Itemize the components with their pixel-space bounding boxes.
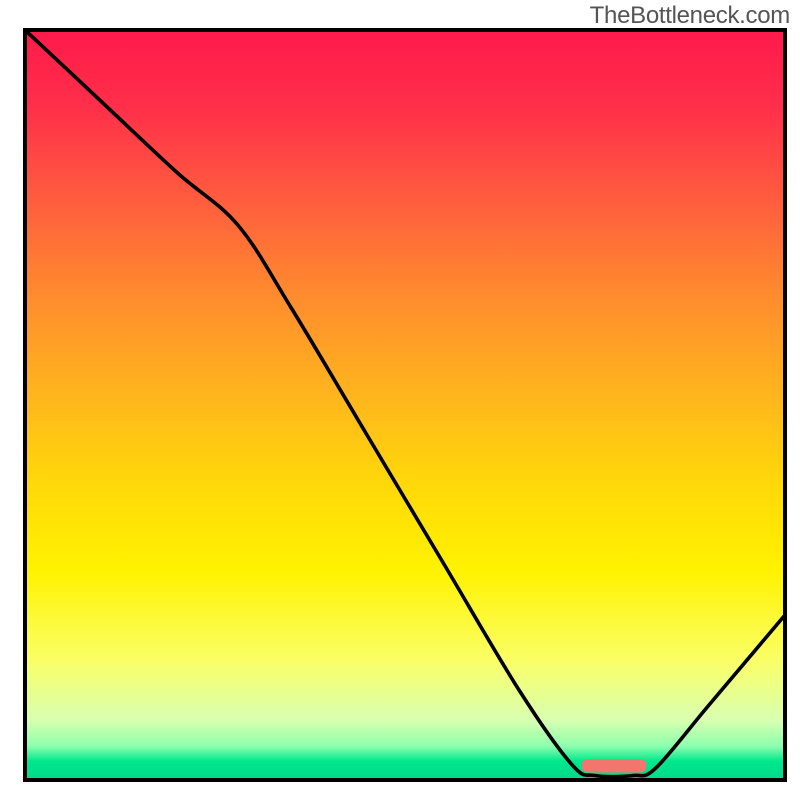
bottleneck-chart <box>0 0 800 800</box>
watermark-text: TheBottleneck.com <box>590 2 790 30</box>
optimal-zone-marker <box>582 759 647 773</box>
chart-container: TheBottleneck.com <box>0 0 800 800</box>
gradient-background <box>25 30 785 780</box>
